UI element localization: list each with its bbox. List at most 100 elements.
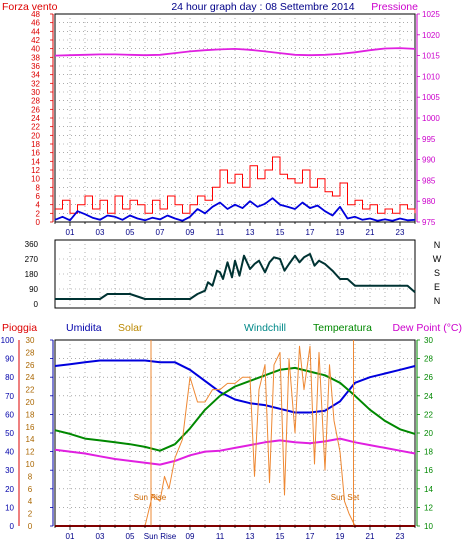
wind-tick-label: 24	[31, 114, 40, 123]
humidity-axis-title: Umidita	[66, 322, 102, 334]
rain-tick-label: 4	[28, 497, 33, 506]
sunrise-annotation: Sun Rise	[134, 493, 167, 502]
windchill-axis-title: Windchill	[244, 322, 286, 334]
compass-label: E	[434, 282, 440, 292]
wind-tick-label: 4	[36, 201, 41, 210]
wind-tick-label: 40	[31, 45, 40, 54]
pressure-tick-label: 1005	[422, 93, 440, 102]
x-tick-label: 03	[96, 532, 105, 541]
compass-label: W	[433, 254, 442, 264]
pressure-axis-title: Pressione	[371, 1, 418, 13]
humidity-tick-label: 20	[5, 485, 14, 494]
wind-tick-label: 22	[31, 123, 40, 132]
x-tick-label: 03	[96, 228, 105, 237]
humidity-tick-label: 90	[5, 355, 14, 364]
temperature-tick-label: 28	[424, 355, 433, 364]
wind-tick-label: 16	[31, 149, 40, 158]
pressure-tick-label: 995	[422, 135, 436, 144]
wind-tick-label: 32	[31, 79, 40, 88]
humidity-tick-label: 80	[5, 373, 14, 382]
x-tick-label: 19	[336, 532, 345, 541]
x-tick-label: 09	[186, 228, 195, 237]
temp-humidity-panel: 024681012141618202224262830 010203040506…	[1, 336, 434, 541]
x-tick-label: 01	[66, 532, 75, 541]
wind-tick-label: 34	[31, 71, 40, 80]
rain-tick-label: 6	[28, 485, 33, 494]
wind-tick-label: 12	[31, 166, 40, 175]
direction-tick-label: 90	[29, 285, 38, 294]
wind-tick-label: 44	[31, 27, 40, 36]
pressure-tick-label: 975	[422, 218, 436, 227]
humidity-tick-label: 50	[5, 429, 14, 438]
wind-tick-label: 28	[31, 97, 40, 106]
rain-tick-label: 14	[26, 435, 35, 444]
x-tick-label: 23	[396, 532, 405, 541]
wind-tick-label: 42	[31, 36, 40, 45]
x-tick-label: 21	[366, 532, 375, 541]
wind-tick-label: 20	[31, 131, 40, 140]
pressure-tick-label: 980	[422, 197, 436, 206]
rain-tick-label: 8	[28, 472, 33, 481]
wind-tick-label: 26	[31, 105, 40, 114]
x-tick-label: 17	[306, 532, 315, 541]
temperature-tick-label: 14	[424, 485, 433, 494]
temperature-tick-label: 16	[424, 466, 433, 475]
x-tick-label: 11	[216, 228, 225, 237]
compass-label: S	[434, 268, 440, 278]
x-tick-label: 19	[336, 228, 345, 237]
wind-tick-label: 48	[31, 10, 40, 19]
rain-tick-label: 18	[26, 410, 35, 419]
pressure-tick-label: 1025	[422, 10, 440, 19]
temperature-tick-label: 22	[424, 410, 433, 419]
rain-axis-title: Pioggia	[2, 322, 37, 334]
humidity-tick-label: 30	[5, 466, 14, 475]
wind-tick-label: 18	[31, 140, 40, 149]
wind-axis-title: Forza vento	[2, 1, 58, 13]
wind-tick-label: 2	[36, 209, 41, 218]
x-tick-label: 01	[66, 228, 75, 237]
x-tick-label: 21	[366, 228, 375, 237]
wind-tick-label: 38	[31, 53, 40, 62]
pressure-tick-label: 1015	[422, 52, 440, 61]
temperature-tick-label: 30	[424, 336, 433, 345]
rain-tick-label: 22	[26, 386, 35, 395]
wind-tick-label: 10	[31, 175, 40, 184]
rain-tick-label: 30	[26, 336, 35, 345]
humidity-tick-label: 70	[5, 392, 14, 401]
x-tick-label: 11	[216, 532, 225, 541]
temperature-tick-label: 12	[424, 503, 433, 512]
rain-tick-label: 24	[26, 373, 35, 382]
x-tick-label: 15	[276, 228, 285, 237]
humidity-tick-label: 60	[5, 410, 14, 419]
rain-tick-label: 26	[26, 361, 35, 370]
x-tick-label: 05	[126, 532, 135, 541]
wind-tick-label: 8	[36, 183, 41, 192]
x-special-label: Sun Rise	[144, 532, 177, 541]
x-tick-label: 07	[156, 228, 165, 237]
humidity-tick-label: 10	[5, 503, 14, 512]
direction-tick-label: 0	[34, 300, 39, 309]
pressure-tick-label: 1010	[422, 72, 440, 81]
x-tick-label: 17	[306, 228, 315, 237]
x-tick-label: 23	[396, 228, 405, 237]
temperature-tick-label: 20	[424, 429, 433, 438]
direction-tick-label: 180	[25, 270, 39, 279]
solar-axis-title: Solar	[118, 322, 143, 334]
x-tick-label: 13	[246, 532, 255, 541]
direction-tick-label: 360	[25, 240, 39, 249]
pressure-tick-label: 990	[422, 156, 436, 165]
rain-tick-label: 28	[26, 348, 35, 357]
wind-tick-label: 6	[36, 192, 41, 201]
rain-tick-label: 2	[28, 510, 33, 519]
compass-label: N	[434, 240, 441, 250]
rain-tick-label: 12	[26, 448, 35, 457]
rain-tick-label: 20	[26, 398, 35, 407]
temperature-tick-label: 18	[424, 448, 433, 457]
compass-label: N	[434, 296, 441, 306]
wind-tick-label: 0	[36, 218, 41, 227]
dewpoint-axis-title: Dew Point (°C)	[392, 322, 462, 334]
wind-tick-label: 36	[31, 62, 40, 71]
pressure-tick-label: 985	[422, 176, 436, 185]
